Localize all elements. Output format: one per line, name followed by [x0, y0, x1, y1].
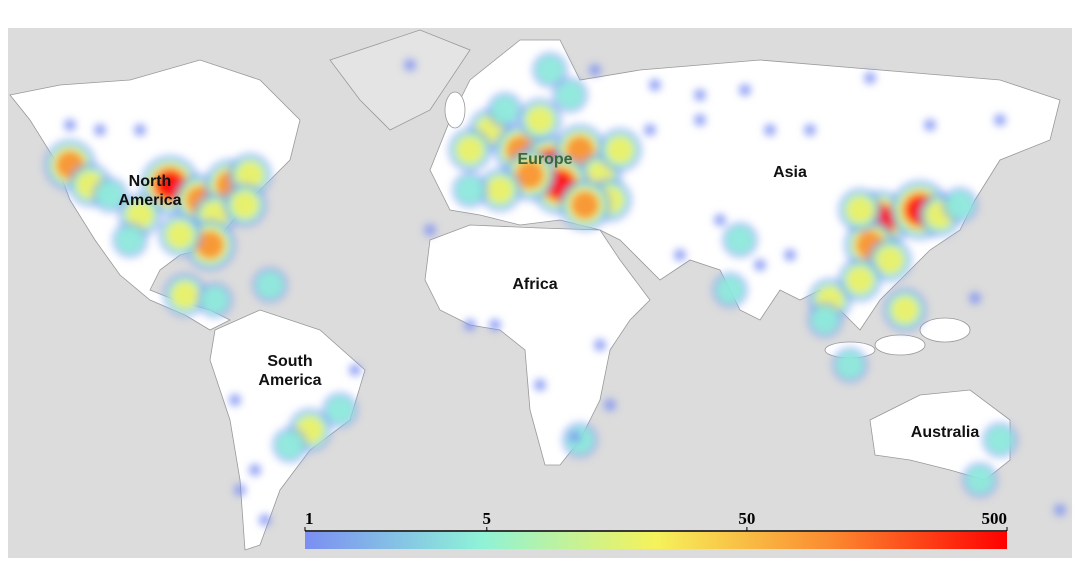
heat-spot	[404, 59, 416, 71]
heat-core	[846, 266, 874, 294]
heat-spot	[234, 484, 246, 496]
heat-core	[526, 106, 554, 134]
heat-core	[891, 296, 919, 324]
heat-spot	[804, 124, 816, 136]
heat-core	[836, 351, 864, 379]
heat-spot	[1054, 504, 1066, 516]
heat-core	[201, 286, 229, 314]
heat-spot	[924, 119, 936, 131]
heat-core	[456, 136, 484, 164]
heat-spot	[569, 431, 581, 443]
heat-core	[231, 191, 259, 219]
region-label: Asia	[773, 164, 807, 181]
heat-spot	[349, 364, 361, 376]
heat-core	[236, 161, 264, 189]
heat-spot	[754, 259, 766, 271]
heat-core	[571, 191, 599, 219]
heat-core	[846, 196, 874, 224]
heat-spot	[764, 124, 776, 136]
heat-spot	[694, 114, 706, 126]
heat-core	[716, 276, 744, 304]
region-label: North America	[118, 173, 182, 209]
tick-label: 500	[982, 509, 1008, 528]
heat-core	[726, 226, 754, 254]
heat-core	[606, 136, 634, 164]
heat-spot	[784, 249, 796, 261]
heat-spot	[644, 124, 656, 136]
heat-spot	[229, 394, 241, 406]
heat-core	[986, 426, 1014, 454]
heat-spot	[424, 224, 436, 236]
heat-spot	[674, 249, 686, 261]
heat-spot	[694, 89, 706, 101]
colorbar	[305, 532, 1007, 549]
heat-core	[256, 271, 284, 299]
heat-spot	[969, 292, 981, 304]
heat-core	[171, 281, 199, 309]
heat-spot	[534, 379, 546, 391]
heat-core	[126, 201, 154, 229]
heat-core	[556, 81, 584, 109]
tick-label: 50	[738, 509, 755, 528]
heat-spot	[259, 514, 271, 526]
heat-core	[166, 221, 194, 249]
heat-core	[966, 466, 994, 494]
heat-spot	[714, 214, 726, 226]
heat-spot	[739, 84, 751, 96]
heat-core	[536, 56, 564, 84]
heat-core	[116, 226, 144, 254]
heat-spot	[64, 119, 76, 131]
heat-spot	[134, 124, 146, 136]
heat-spot	[464, 319, 476, 331]
heat-core	[876, 246, 904, 274]
heat-spot	[604, 399, 616, 411]
heat-spot	[594, 339, 606, 351]
heat-core	[276, 431, 304, 459]
tick-label: 1	[305, 509, 314, 528]
heat-spot	[649, 79, 661, 91]
heat-core	[456, 176, 484, 204]
heat-core	[96, 181, 124, 209]
region-label: Australia	[910, 424, 980, 441]
heat-core	[326, 396, 354, 424]
heat-spot	[94, 124, 106, 136]
heat-spot	[864, 72, 876, 84]
heat-core	[491, 96, 519, 124]
tick-label: 5	[483, 509, 492, 528]
colorbar-ticks: 1 5 50 500	[304, 509, 1008, 531]
heat-core	[516, 161, 544, 189]
heat-core	[486, 176, 514, 204]
heat-core	[811, 306, 839, 334]
heat-core	[196, 231, 224, 259]
heat-spot	[489, 319, 501, 331]
heatmap	[44, 52, 1066, 526]
region-label: South America	[258, 353, 322, 389]
heat-core	[946, 191, 974, 219]
heat-spot	[249, 464, 261, 476]
region-label: Europe	[517, 151, 573, 168]
heat-core	[566, 136, 594, 164]
region-label: Africa	[512, 276, 558, 293]
heat-spot	[589, 64, 601, 76]
heat-spot	[994, 114, 1006, 126]
